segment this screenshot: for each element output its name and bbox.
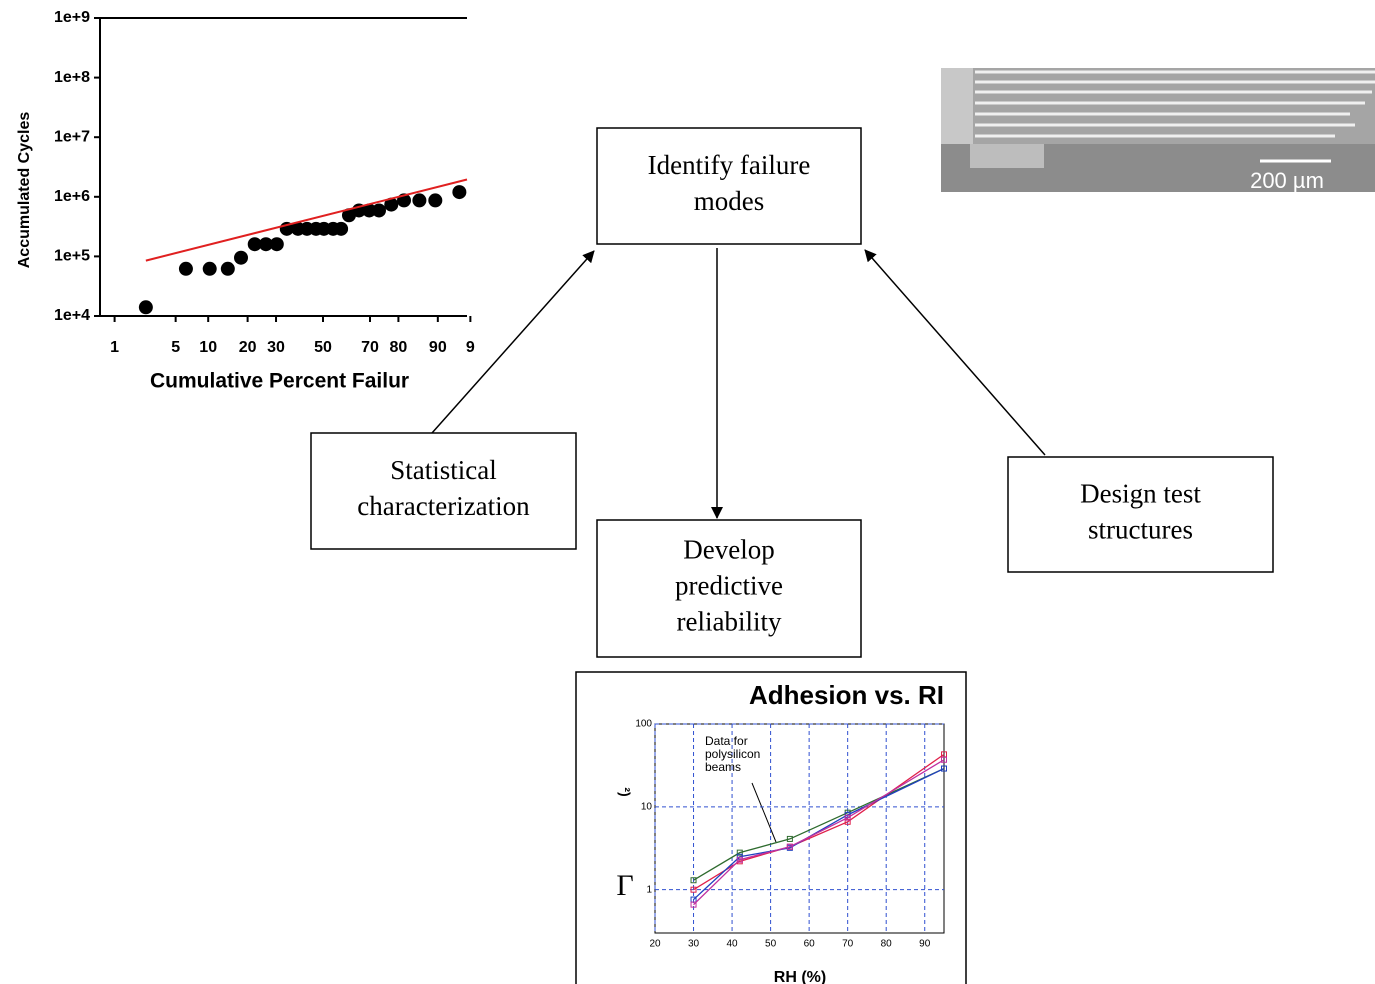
y-axis-label: Accumulated Cycles <box>16 112 33 269</box>
y-tick-label: 1e+9 <box>54 9 90 26</box>
x-tick-label: 70 <box>842 939 854 950</box>
y-axis-label: Γ <box>616 869 633 902</box>
node-label: modes <box>694 186 765 216</box>
x-tick-label: 10 <box>199 339 217 356</box>
data-point <box>139 300 153 314</box>
x-tick-label: 80 <box>390 339 408 356</box>
x-tick-label: 20 <box>239 339 257 356</box>
y-tick-label: 100 <box>635 719 652 730</box>
x-tick-label: 50 <box>314 339 332 356</box>
x-tick-label: 70 <box>361 339 379 356</box>
x-axis-label: RH (%) <box>774 969 826 984</box>
x-tick-label: 1 <box>110 339 119 356</box>
sem-image: 200 µm <box>941 68 1375 193</box>
y-tick-label: 10 <box>641 801 653 812</box>
x-tick-label: 80 <box>881 939 893 950</box>
annotation: Data for <box>705 734 748 748</box>
annotation: beams <box>705 760 741 774</box>
y-tick-label: 1e+6 <box>54 188 90 205</box>
x-tick-label: 20 <box>649 939 661 950</box>
arrow <box>432 251 594 433</box>
y-tick-label: 1e+7 <box>54 128 90 145</box>
x-axis-label: Cumulative Percent Failur <box>150 370 409 393</box>
data-point <box>179 262 193 276</box>
node-label: characterization <box>357 491 530 521</box>
data-point <box>372 203 386 217</box>
y-tick-label: 1e+4 <box>54 307 90 324</box>
x-tick-label: 9 <box>466 339 475 356</box>
x-tick-label: 50 <box>765 939 777 950</box>
scale-label: 200 µm <box>1250 168 1324 193</box>
data-point <box>334 222 348 236</box>
x-tick-label: 90 <box>919 939 931 950</box>
adhesion-chart: Adhesion vs. RI RH (%) Γ ²) 20 30 40 50 60 70… <box>576 672 966 984</box>
y-tick-label: 1e+8 <box>54 69 90 86</box>
node-label: predictive <box>675 571 783 601</box>
x-tick-label: 90 <box>429 339 447 356</box>
node-label: Develop <box>683 535 774 565</box>
x-tick-label: 5 <box>171 339 180 356</box>
data-point <box>412 193 426 207</box>
node-label: reliability <box>677 607 782 637</box>
data-point <box>203 262 217 276</box>
x-tick-label: 60 <box>804 939 816 950</box>
data-point <box>428 193 442 207</box>
data-point <box>221 262 235 276</box>
data-point <box>270 237 284 251</box>
data-point <box>234 251 248 265</box>
node-label: Design test <box>1080 479 1201 509</box>
arrow <box>865 250 1045 455</box>
node-label: Identify failure <box>648 150 811 180</box>
x-tick-label: 30 <box>688 939 700 950</box>
annotation: polysilicon <box>705 747 760 761</box>
x-tick-label: 30 <box>267 339 285 356</box>
node-label: Statistical <box>390 455 496 485</box>
x-tick-label: 40 <box>727 939 739 950</box>
fit-line <box>146 180 467 261</box>
y-axis-label-fragment: ²) <box>617 787 633 796</box>
node-label: structures <box>1088 515 1193 545</box>
slide: 200 µm Accumulated Cycles Cumulative Per… <box>0 0 1375 984</box>
chart-title: Adhesion vs. RI <box>749 680 944 710</box>
y-tick-label: 1 <box>646 884 652 895</box>
data-point <box>452 185 466 199</box>
y-tick-label: 1e+5 <box>54 248 90 265</box>
